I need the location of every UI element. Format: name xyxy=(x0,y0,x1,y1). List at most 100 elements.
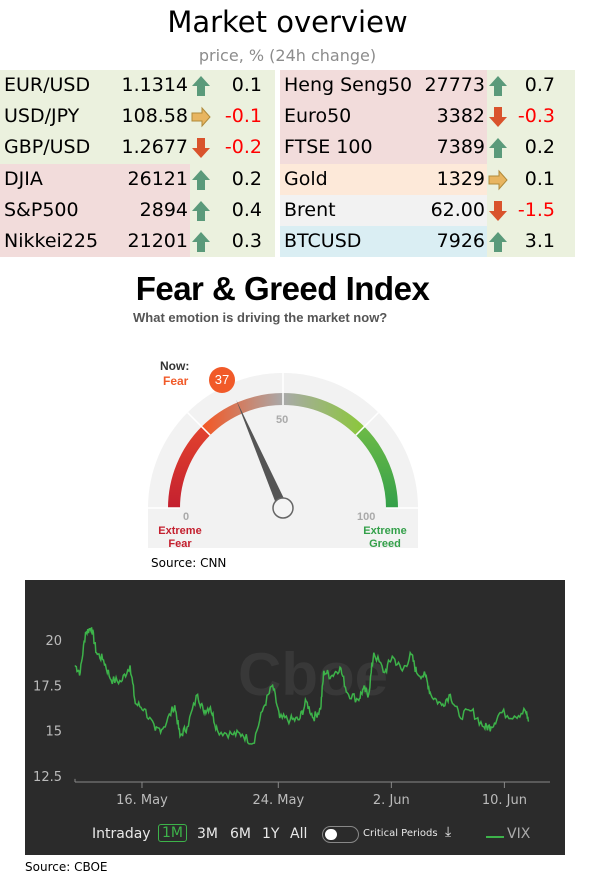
market-row: Euro50 3382 -0.3 xyxy=(280,101,575,133)
range-button-3m[interactable]: 3M xyxy=(197,826,218,842)
row-bg xyxy=(0,194,190,226)
row-bg xyxy=(0,132,190,164)
y-tick-label: 20 xyxy=(45,634,62,649)
instrument-price: 1.2677 xyxy=(121,136,188,159)
extreme-fear-label: Extreme Fear xyxy=(155,525,205,551)
extreme-fear-line1: Extreme xyxy=(158,525,202,537)
gauge-band xyxy=(355,426,398,509)
arrow-up-icon xyxy=(487,74,509,98)
instrument-price: 1329 xyxy=(436,167,485,190)
row-bg xyxy=(280,70,487,102)
arrow-down-icon xyxy=(190,136,212,160)
instrument-change: 0.2 xyxy=(524,136,555,159)
market-row: Brent 62.00 -1.5 xyxy=(280,194,575,226)
cboe-source: Source: CBOE xyxy=(25,860,108,874)
arrow-down-icon xyxy=(487,105,509,129)
instrument-price: 7926 xyxy=(436,230,485,252)
instrument-change: 0.3 xyxy=(231,230,262,252)
fear-greed-title: Fear & Greed Index xyxy=(135,270,430,307)
arrow-up-icon xyxy=(190,168,212,192)
intraday-button[interactable]: Intraday xyxy=(92,826,151,842)
now-label: Now: xyxy=(160,359,190,373)
x-tick-label: 16. May xyxy=(116,793,168,808)
fear-greed-gauge xyxy=(148,373,418,548)
instrument-price: 108.58 xyxy=(121,105,188,128)
market-row: GBP/USD 1.2677 -0.2 xyxy=(0,132,275,164)
arrow-up-icon xyxy=(190,199,212,223)
range-button-1m[interactable]: 1M xyxy=(158,824,187,842)
market-row: Heng Seng50 27773 0.7 xyxy=(280,70,575,102)
arrow-up-icon xyxy=(487,136,509,160)
range-button-6m[interactable]: 6M xyxy=(230,826,251,842)
vix-series-line xyxy=(74,627,530,745)
market-row: S&P500 2894 0.4 xyxy=(0,194,275,226)
vix-chart: 12.5 15 17.5 20 16. May 24. May 2. Jun 10. Jun xyxy=(33,627,550,808)
instrument-change: 0.7 xyxy=(524,74,555,96)
extreme-greed-label: Extreme Greed xyxy=(360,525,410,551)
extreme-fear-line2: Fear xyxy=(168,538,192,550)
gauge-divider xyxy=(355,412,379,436)
market-row: Gold 1329 0.1 xyxy=(280,163,575,195)
instrument-price: 1.1314 xyxy=(121,74,188,96)
row-bg xyxy=(0,70,190,102)
arrow-up-icon xyxy=(190,74,212,98)
range-button-all[interactable]: All xyxy=(290,826,308,842)
arrow-up-icon xyxy=(190,230,212,254)
legend-vix[interactable]: VIX xyxy=(507,826,531,842)
x-tick-label: 24. May xyxy=(252,793,304,808)
arrow-up-icon xyxy=(487,230,509,254)
y-tick-label: 12.5 xyxy=(33,770,62,785)
tick-100: 100 xyxy=(357,511,376,523)
arrow-down-icon xyxy=(487,199,509,223)
instrument-name: Nikkei225 xyxy=(4,230,99,252)
tick-0: 0 xyxy=(183,511,190,523)
arrow-right-icon xyxy=(487,168,509,192)
instrument-name: DJIA xyxy=(4,167,43,190)
instrument-name: Euro50 xyxy=(284,105,352,128)
instrument-name: FTSE 100 xyxy=(284,136,373,159)
row-bg xyxy=(280,132,487,164)
extreme-greed-line1: Extreme xyxy=(363,525,407,537)
row-bg xyxy=(0,101,190,133)
download-icon[interactable]: ⤓ xyxy=(445,824,452,840)
row-bg xyxy=(280,194,487,226)
market-row: Nikkei225 21201 0.3 xyxy=(0,226,275,258)
market-row: EUR/USD 1.1314 0.1 xyxy=(0,70,275,102)
x-tick-label: 2. Jun xyxy=(373,793,410,808)
cboe-watermark: Cboe xyxy=(238,641,388,708)
legend-line-icon xyxy=(486,836,504,838)
x-tick-label: 10. Jun xyxy=(482,793,527,808)
gauge-band xyxy=(282,393,365,436)
instrument-name: USD/JPY xyxy=(4,105,80,128)
instrument-change: -0.2 xyxy=(224,136,262,159)
instrument-change: -0.3 xyxy=(517,105,555,128)
critical-periods-toggle[interactable] xyxy=(322,826,359,843)
fear-greed-subtitle: What emotion is driving the market now? xyxy=(133,310,388,325)
instrument-change: 0.4 xyxy=(231,198,262,221)
market-row: DJIA 26121 0.2 xyxy=(0,163,275,195)
instrument-price: 2894 xyxy=(139,198,188,221)
market-table: EUR/USD 1.1314 0.1 USD/JPY 108.58 -0.1 G… xyxy=(0,70,575,258)
market-row: USD/JPY 108.58 -0.1 xyxy=(0,101,275,133)
row-bg xyxy=(280,101,487,133)
instrument-change: 0.2 xyxy=(231,167,262,190)
critical-periods-label: Critical Periods xyxy=(363,828,438,839)
instrument-name: EUR/USD xyxy=(4,74,91,96)
instrument-change: -0.1 xyxy=(224,105,262,128)
extreme-greed-line2: Greed xyxy=(369,538,401,550)
instrument-price: 62.00 xyxy=(430,198,485,221)
instrument-name: S&P500 xyxy=(4,198,79,221)
instrument-price: 21201 xyxy=(127,230,188,252)
instrument-change: 3.1 xyxy=(524,230,555,252)
instrument-name: Gold xyxy=(284,167,328,190)
gauge-band xyxy=(168,426,211,509)
gauge-needle xyxy=(236,399,288,510)
row-bg xyxy=(280,226,487,258)
market-row: FTSE 100 7389 0.2 xyxy=(280,132,575,164)
instrument-price: 26121 xyxy=(127,167,188,190)
value-badge: 37 xyxy=(209,367,235,393)
instrument-name: GBP/USD xyxy=(4,136,91,159)
row-bg xyxy=(280,163,487,195)
range-button-1y[interactable]: 1Y xyxy=(262,826,280,842)
gauge-divider xyxy=(187,412,211,436)
